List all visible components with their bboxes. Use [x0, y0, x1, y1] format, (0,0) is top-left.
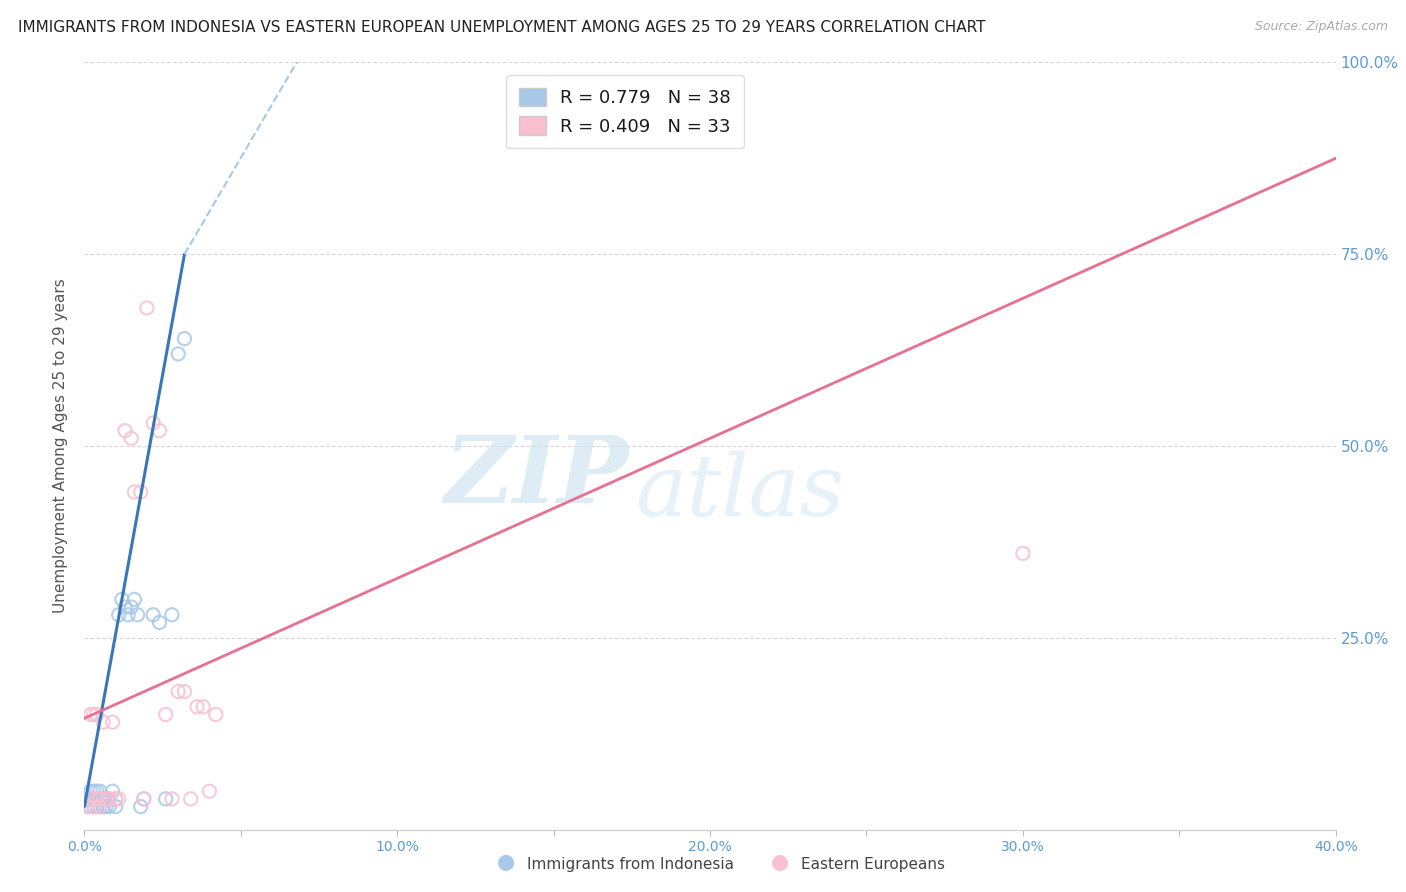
Point: [91, 715, 114, 730]
Point: [180, 792, 202, 806]
Point: [86, 792, 108, 806]
Point: [79, 792, 101, 806]
Text: atlas: atlas: [636, 450, 844, 533]
Point: [186, 699, 208, 714]
Y-axis label: Unemployment Among Ages 25 to 29 years: Unemployment Among Ages 25 to 29 years: [53, 278, 69, 614]
Point: [142, 416, 165, 430]
Point: [198, 784, 221, 798]
Legend: R = 0.779   N = 38, R = 0.409   N = 33: R = 0.779 N = 38, R = 0.409 N = 33: [506, 75, 744, 148]
Point: [129, 799, 152, 814]
Point: [1012, 546, 1035, 560]
Text: ●: ●: [498, 853, 515, 872]
Point: [193, 699, 215, 714]
Point: [129, 485, 152, 500]
Text: ●: ●: [772, 853, 789, 872]
Point: [107, 792, 129, 806]
Text: IMMIGRANTS FROM INDONESIA VS EASTERN EUROPEAN UNEMPLOYMENT AMONG AGES 25 TO 29 Y: IMMIGRANTS FROM INDONESIA VS EASTERN EUR…: [18, 20, 986, 35]
Point: [86, 707, 108, 722]
Point: [142, 607, 165, 622]
Point: [136, 301, 159, 315]
Point: [104, 792, 127, 806]
Point: [83, 792, 105, 806]
Point: [76, 792, 98, 806]
Point: [89, 792, 111, 806]
Point: [104, 799, 127, 814]
Point: [132, 792, 155, 806]
Point: [83, 799, 105, 814]
Point: [96, 792, 118, 806]
Point: [89, 799, 111, 814]
Point: [89, 799, 111, 814]
Point: [160, 792, 183, 806]
Point: [127, 607, 149, 622]
Point: [107, 607, 129, 622]
Point: [173, 332, 195, 346]
Point: [83, 784, 105, 798]
Point: [104, 792, 127, 806]
Text: Immigrants from Indonesia: Immigrants from Indonesia: [527, 857, 734, 872]
Point: [114, 424, 136, 438]
Point: [155, 707, 177, 722]
Point: [96, 792, 118, 806]
Point: [86, 799, 108, 814]
Point: [111, 592, 134, 607]
Point: [83, 707, 105, 722]
Point: [86, 792, 108, 806]
Point: [160, 607, 183, 622]
Point: [86, 784, 108, 798]
Point: [114, 600, 136, 615]
Text: Source: ZipAtlas.com: Source: ZipAtlas.com: [1254, 20, 1388, 33]
Point: [120, 600, 142, 615]
Point: [79, 792, 101, 806]
Point: [76, 799, 98, 814]
Point: [167, 684, 190, 698]
Point: [83, 799, 105, 814]
Point: [98, 792, 121, 806]
Text: Eastern Europeans: Eastern Europeans: [801, 857, 945, 872]
Point: [76, 799, 98, 814]
Point: [148, 615, 170, 630]
Point: [155, 792, 177, 806]
Point: [204, 707, 226, 722]
Point: [91, 799, 114, 814]
Point: [79, 707, 101, 722]
Point: [124, 485, 146, 500]
Point: [98, 799, 121, 814]
Point: [96, 799, 118, 814]
Text: ZIP: ZIP: [444, 432, 628, 522]
Point: [120, 431, 142, 445]
Point: [124, 592, 146, 607]
Point: [167, 347, 190, 361]
Point: [89, 784, 111, 798]
Point: [101, 784, 124, 798]
Point: [98, 792, 121, 806]
Point: [79, 784, 101, 798]
Point: [132, 792, 155, 806]
Point: [89, 792, 111, 806]
Point: [79, 799, 101, 814]
Point: [117, 607, 139, 622]
Point: [173, 684, 195, 698]
Point: [101, 715, 124, 730]
Point: [148, 424, 170, 438]
Point: [91, 792, 114, 806]
